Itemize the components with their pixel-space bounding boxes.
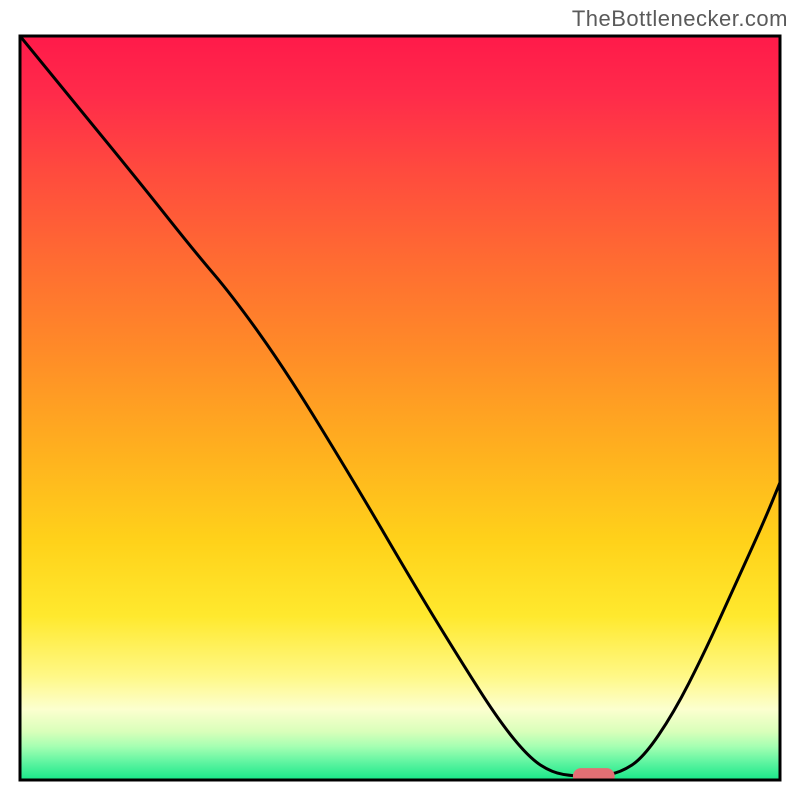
- chart-frame: TheBottlenecker.com: [0, 0, 800, 800]
- plot-background-gradient: [20, 36, 780, 780]
- watermark-text: TheBottlenecker.com: [572, 6, 788, 32]
- bottleneck-chart: [0, 0, 800, 800]
